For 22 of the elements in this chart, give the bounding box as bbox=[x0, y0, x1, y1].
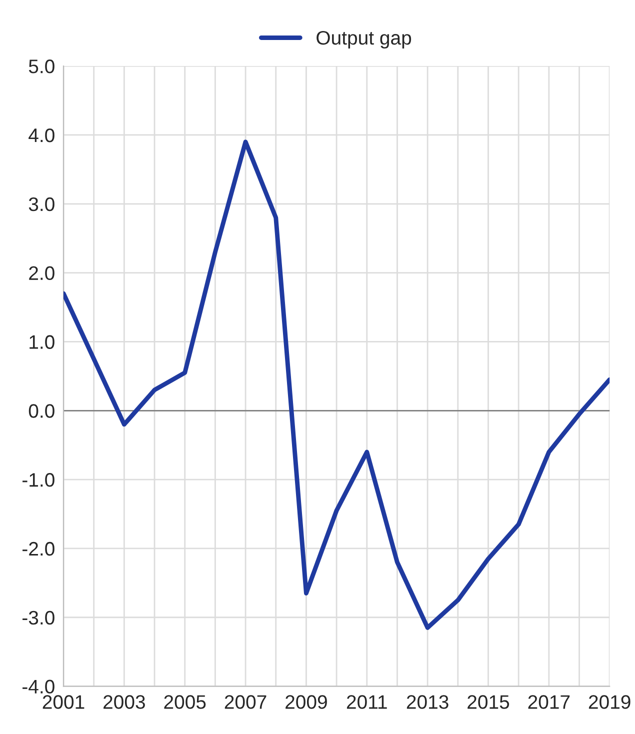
y-tick-label: -4.0 bbox=[22, 680, 54, 694]
x-tick-label: 2015 bbox=[468, 695, 510, 709]
y-tick-label: -1.0 bbox=[22, 473, 54, 487]
x-tick-label: 2013 bbox=[406, 695, 448, 709]
x-tick-label: 2017 bbox=[528, 695, 570, 709]
y-tick-label: 3.0 bbox=[28, 197, 54, 212]
y-tick-label: 1.0 bbox=[30, 335, 54, 349]
y-tick-label: 2.0 bbox=[29, 266, 54, 280]
line-series bbox=[64, 140, 610, 630]
x-tick-label: 2001 bbox=[42, 695, 84, 709]
y-tick-label: -2.0 bbox=[22, 542, 54, 556]
x-tick-label: 2019 bbox=[588, 695, 630, 709]
y-tick-label: 0.0 bbox=[28, 404, 54, 418]
y-tick-label: 5.0 bbox=[28, 60, 54, 74]
x-tick-label: 2003 bbox=[104, 695, 145, 709]
x-tick-label: 2005 bbox=[164, 695, 206, 709]
legend-label: Output gap bbox=[316, 30, 412, 49]
x-tick-label: 2007 bbox=[224, 695, 266, 709]
y-tick-label: -3.0 bbox=[22, 610, 54, 625]
x-tick-label: 2009 bbox=[286, 695, 327, 709]
y-tick-label: 4.0 bbox=[28, 128, 54, 142]
x-tick-label: 2011 bbox=[346, 695, 387, 709]
